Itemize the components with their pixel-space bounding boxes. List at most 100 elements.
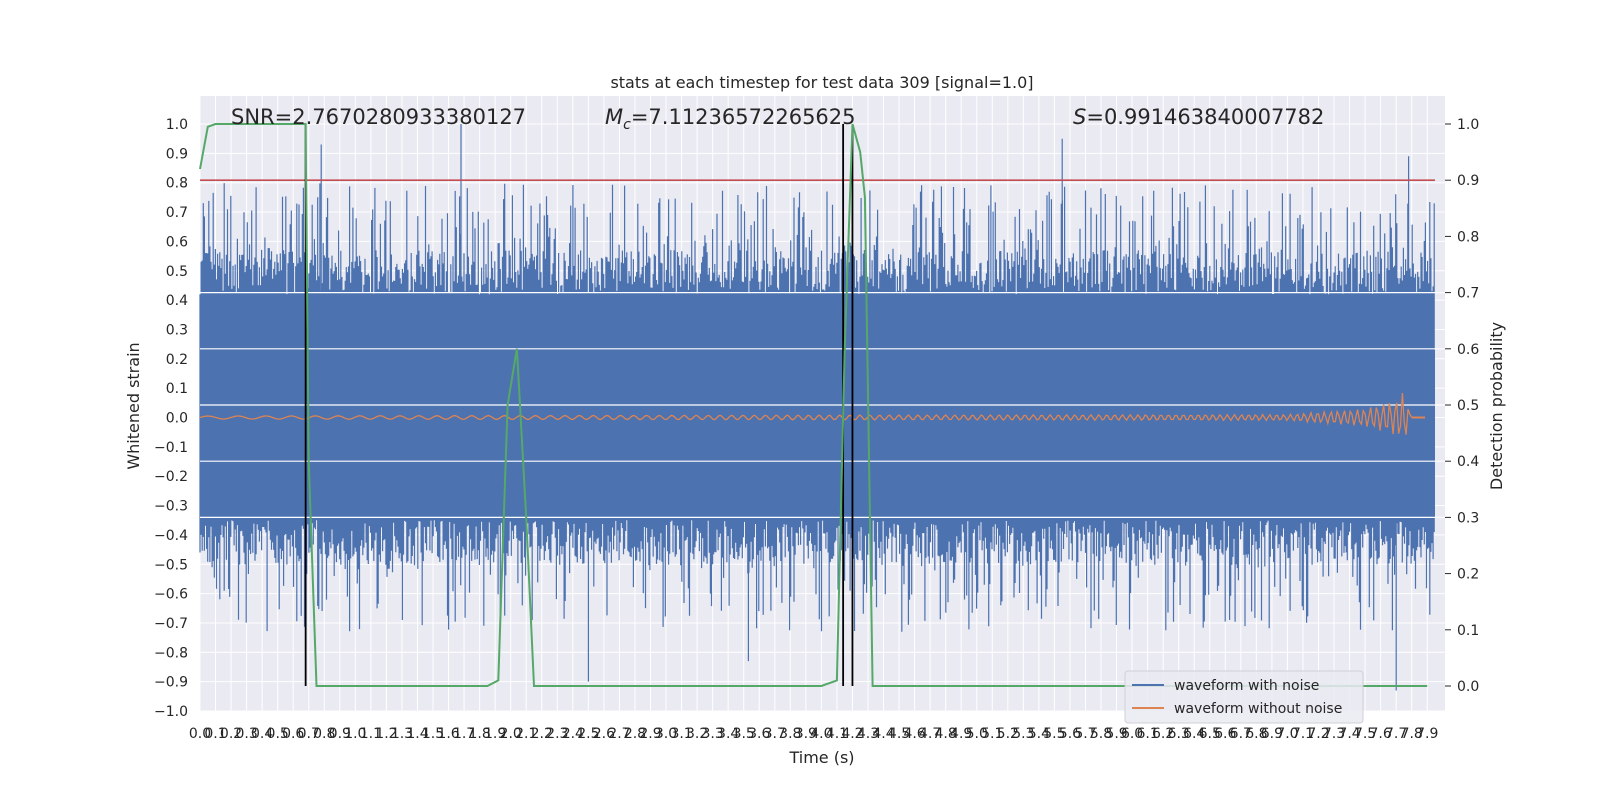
x-tick-label: 3.2: [686, 726, 708, 742]
mc-subscript: c: [623, 117, 631, 133]
x-tick-label: 5.4: [1028, 726, 1050, 742]
x-tick-label: 7.9: [1416, 726, 1438, 742]
x-tick-label: 6.7: [1230, 726, 1252, 742]
x-tick-label: 0.6: [282, 726, 304, 742]
snr-annotation: SNR=2.7670280933380127: [231, 105, 526, 129]
y-right-tick-label: 0.1: [1457, 623, 1479, 639]
y-tick-label: −0.6: [154, 587, 188, 603]
x-tick-label: 5.2: [997, 726, 1019, 742]
y-tick-label: −0.7: [154, 616, 188, 632]
y-tick-label: 1.0: [166, 117, 188, 133]
series-layer: [199, 123, 1435, 687]
y-right-tick-label: 0.3: [1457, 510, 1479, 526]
series-waveform-without-noise: [199, 392, 1413, 435]
x-tick-label: 1.1: [360, 726, 382, 742]
x-tick-label: 5.6: [1059, 726, 1081, 742]
legend-label-noise: waveform with noise: [1174, 678, 1319, 694]
y-tick-label: 0.8: [166, 176, 188, 192]
x-tick-label: 1.8: [468, 726, 490, 742]
x-tick-label: 1.0: [344, 726, 366, 742]
x-tick-label: 3.8: [779, 726, 801, 742]
x-tick-label: 4.9: [950, 726, 972, 742]
x-tick-label: 7.0: [1276, 726, 1298, 742]
x-tick-label: 6.4: [1183, 726, 1205, 742]
x-tick-label: 2.2: [531, 726, 553, 742]
x-tick-label: 0.9: [329, 726, 351, 742]
y-tick-label: −0.1: [154, 440, 188, 456]
x-tick-label: 0.5: [267, 726, 289, 742]
x-tick-label: 0.7: [298, 726, 320, 742]
x-tick-label: 5.5: [1043, 726, 1065, 742]
x-tick-label: 2.0: [500, 726, 522, 742]
mc-value: =7.11236572265625: [631, 105, 856, 129]
x-tick-label: 7.2: [1307, 726, 1329, 742]
x-tick-label: 6.1: [1136, 726, 1158, 742]
x-tick-label: 4.7: [919, 726, 941, 742]
y-right-tick-label: 0.2: [1457, 567, 1479, 583]
x-tick-label: 6.9: [1261, 726, 1283, 742]
s-annotation: S=0.991463840007782: [1073, 105, 1324, 129]
x-tick-label: 7.7: [1385, 726, 1407, 742]
s-value: =0.991463840007782: [1086, 105, 1324, 129]
y-right-tick-label: 0.7: [1457, 286, 1479, 302]
y-tick-label: 0.1: [166, 381, 188, 397]
x-tick-label: 0.8: [313, 726, 335, 742]
x-tick-label: 6.8: [1245, 726, 1267, 742]
x-tick-label: 7.1: [1292, 726, 1314, 742]
x-tick-label: 6.0: [1121, 726, 1143, 742]
chart-title: stats at each timestep for test data 309…: [610, 73, 1033, 92]
x-tick-label: 2.4: [562, 726, 584, 742]
x-tick-label: 5.9: [1105, 726, 1127, 742]
x-tick-label: 0.4: [251, 726, 273, 742]
y-tick-label: 0.5: [166, 264, 188, 280]
x-tick-label: 3.6: [748, 726, 770, 742]
y-tick-label: 0.3: [166, 322, 188, 338]
y-tick-labels: 1.0 0.9 0.8 0.7 0.6 0.5 0.4 0.3 0.2 0.1 0.0 −0.1 −0.…: [154, 117, 188, 720]
x-tick-label: 1.4: [406, 726, 428, 742]
y-tick-label: −1.0: [154, 704, 188, 720]
x-tick-label: 4.2: [841, 726, 863, 742]
x-tick-label: 3.4: [717, 726, 739, 742]
x-tick-label: 5.0: [966, 726, 988, 742]
x-tick-label: 4.4: [872, 726, 894, 742]
x-tick-label: 1.3: [391, 726, 413, 742]
x-tick-label: 0.1: [204, 726, 226, 742]
x-tick-label: 5.1: [981, 726, 1003, 742]
y-right-axis-label: Detection probability: [1487, 322, 1506, 490]
grid-overlay: [200, 292, 1445, 519]
y-tick-label: 0.2: [166, 352, 188, 368]
x-tick-label: 7.5: [1354, 726, 1376, 742]
x-tick-label: 2.5: [577, 726, 599, 742]
x-tick-label: 5.8: [1090, 726, 1112, 742]
x-tick-label: 3.5: [733, 726, 755, 742]
y-right-tick-label: 0.8: [1457, 229, 1479, 245]
y-right-tick-labels: 1.0 0.9 0.8 0.7 0.6 0.5 0.4 0.3 0.2 0.1 0.0: [1445, 117, 1479, 695]
x-tick-label: 6.5: [1199, 726, 1221, 742]
x-tick-label: 3.0: [655, 726, 677, 742]
y-axis-label: Whitened strain: [124, 342, 143, 469]
x-tick-label: 7.8: [1401, 726, 1423, 742]
y-tick-label: 0.4: [166, 293, 188, 309]
y-tick-label: 0.9: [166, 146, 188, 162]
y-right-tick-label: 1.0: [1457, 117, 1479, 133]
x-tick-label: 3.3: [702, 726, 724, 742]
y-right-tick-label: 0.0: [1457, 679, 1479, 695]
x-tick-labels: 0.00.10.20.30.40.50.60.70.80.91.01.11.21…: [189, 726, 1438, 742]
s-symbol: S: [1073, 105, 1086, 129]
x-tick-label: 0.0: [189, 726, 211, 742]
x-tick-label: 1.5: [422, 726, 444, 742]
y-right-tick-label: 0.9: [1457, 173, 1479, 189]
legend-box: [1124, 670, 1364, 724]
x-tick-label: 3.9: [795, 726, 817, 742]
x-tick-label: 3.1: [670, 726, 692, 742]
mc-annotation: Mc=7.11236572265625: [605, 105, 856, 133]
x-tick-label: 0.2: [220, 726, 242, 742]
x-tick-label: 4.5: [888, 726, 910, 742]
x-tick-label: 3.7: [764, 726, 786, 742]
x-tick-label: 2.7: [608, 726, 630, 742]
x-tick-label: 2.8: [624, 726, 646, 742]
y-tick-label: 0.0: [166, 411, 188, 427]
x-tick-label: 6.6: [1214, 726, 1236, 742]
y-tick-label: 0.6: [166, 234, 188, 250]
